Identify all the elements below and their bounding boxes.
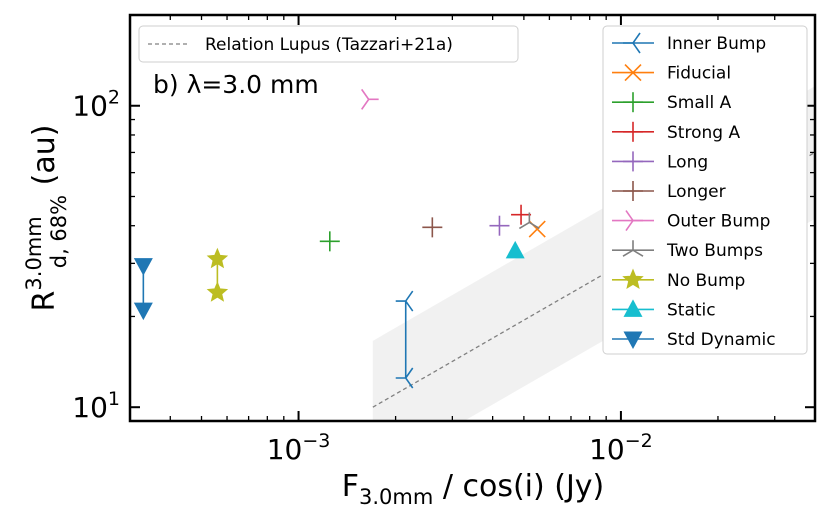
series-long-point-0 bbox=[489, 215, 510, 236]
series-no-bump-point-1-shape bbox=[206, 281, 229, 302]
series-static-point-0 bbox=[505, 240, 525, 259]
series-no-bump-point-1 bbox=[206, 281, 229, 302]
y-axis-title-sub: d, 68% bbox=[47, 195, 71, 268]
legend-relation-box bbox=[138, 25, 519, 63]
legend-entry-two-bumps-marker-path bbox=[622, 240, 644, 257]
legend-entry-long-label: Long bbox=[667, 152, 708, 172]
legend-entry-outer-bump-marker-path bbox=[625, 210, 643, 232]
legend-entry-fiducial: Fiducial bbox=[612, 64, 731, 84]
legend-entry-small-a-marker bbox=[623, 92, 643, 113]
legend-entry-strong-a-label: Strong A bbox=[667, 123, 740, 143]
legend-entry-inner-bump-marker bbox=[623, 32, 641, 54]
y-tick-label-0: 101 bbox=[72, 388, 120, 424]
x-tick-label-0: 10−3 bbox=[267, 430, 331, 466]
legend-entry-std-dynamic-marker-shape bbox=[623, 331, 643, 349]
series-two-bumps-point-0-path bbox=[518, 212, 540, 230]
axis-ticks: 10−3 10−2 101 102 bbox=[72, 14, 816, 466]
x-tick-label-1: 10−2 bbox=[589, 430, 653, 466]
legend-entry-small-a-label: Small A bbox=[667, 93, 732, 113]
legend-entry-inner-bump: Inner Bump bbox=[612, 32, 766, 54]
series-no-bump-point-0-shape bbox=[206, 247, 229, 269]
plot-frame bbox=[128, 13, 817, 423]
legend-entry-outer-bump-marker bbox=[625, 210, 643, 232]
legend-entry-longer: Longer bbox=[612, 181, 726, 202]
series-layer bbox=[133, 88, 546, 389]
legend-entry-small-a: Small A bbox=[612, 92, 732, 113]
legend-entry-inner-bump-label: Inner Bump bbox=[667, 34, 766, 54]
series-small-a-point-0 bbox=[319, 231, 340, 252]
legend-entry-strong-a: Strong A bbox=[612, 121, 740, 143]
legend-entry-longer-label: Longer bbox=[667, 182, 726, 202]
legend-entry-static-label: Static bbox=[667, 300, 716, 320]
legend-relation: Relation Lupus (Tazzari+21a) bbox=[138, 25, 519, 63]
legend-entry-fiducial-marker bbox=[624, 64, 642, 82]
series-inner-bump-point-1 bbox=[395, 367, 414, 389]
legend-entry-std-dynamic-marker bbox=[623, 331, 643, 349]
legend-series: Inner Bump Fiducial Small A Strong A Long Lon… bbox=[602, 25, 808, 355]
legend-entry-outer-bump-label: Outer Bump bbox=[667, 212, 770, 232]
series-static-point-0-shape bbox=[505, 240, 525, 259]
legend-entry-two-bumps-label: Two Bumps bbox=[666, 241, 763, 261]
y-axis-title: R3.0mmd, 68% (au) bbox=[22, 125, 71, 312]
y-axis-title-rest: (au) bbox=[27, 125, 62, 195]
legend-entry-long-marker bbox=[623, 151, 643, 172]
legend-entry-inner-bump-marker-path bbox=[623, 32, 641, 54]
legend-relation-label: Relation Lupus (Tazzari+21a) bbox=[205, 35, 453, 55]
x-axis-title-main: F bbox=[342, 469, 359, 504]
legend-entry-static-marker bbox=[623, 299, 643, 317]
series-fiducial-point-0-b bbox=[528, 220, 546, 238]
legend-entry-long: Long bbox=[612, 151, 708, 172]
series-outer-bump-point-0 bbox=[361, 88, 379, 110]
legend-entry-outer-bump: Outer Bump bbox=[612, 210, 770, 232]
series-longer-point-0 bbox=[422, 217, 443, 238]
x-axis-title-rest: / cos(i) (Jy) bbox=[433, 469, 604, 504]
legend-entry-longer-marker bbox=[623, 181, 643, 201]
series-std-dynamic-point-0 bbox=[133, 258, 153, 276]
x-axis-title: F3.0mm / cos(i) (Jy) bbox=[342, 469, 605, 509]
legend-entry-two-bumps-marker bbox=[622, 240, 644, 257]
legend-entry-two-bumps: Two Bumps bbox=[612, 240, 763, 261]
y-axis-title-sup: 3.0mm bbox=[22, 216, 46, 290]
legend-entry-fiducial-label: Fiducial bbox=[667, 64, 731, 84]
legend-entry-static-marker-shape bbox=[623, 299, 643, 317]
series-inner-bump-point-1-path bbox=[395, 367, 414, 389]
y-tick-label-1: 102 bbox=[72, 87, 120, 123]
legend-series-box bbox=[602, 25, 808, 355]
legend-entry-strong-a-marker bbox=[623, 121, 643, 142]
legend-entry-no-bump-label: No Bump bbox=[667, 271, 745, 291]
legend-entry-std-dynamic: Std Dynamic bbox=[612, 330, 776, 350]
series-inner-bump-point-0 bbox=[395, 290, 414, 312]
relation-line bbox=[372, 151, 815, 408]
series-std-dynamic-point-0-shape bbox=[133, 258, 153, 276]
legend-entry-std-dynamic-label: Std Dynamic bbox=[667, 330, 776, 350]
panel-label: b) λ=3.0 mm bbox=[153, 70, 319, 99]
series-std-dynamic-point-1-shape bbox=[133, 302, 153, 321]
legend-entry-no-bump: No Bump bbox=[612, 268, 745, 291]
legend-entry-fiducial-marker-b bbox=[624, 64, 642, 82]
svg-text:R3.0mmd, 68% (au): R3.0mmd, 68% (au) bbox=[22, 125, 71, 312]
legend-entry-static: Static bbox=[612, 299, 716, 320]
series-no-bump-point-0 bbox=[206, 247, 229, 269]
y-axis-title-main: R bbox=[27, 291, 62, 312]
x-axis-title-sub: 3.0mm bbox=[359, 485, 433, 509]
legend-entry-no-bump-marker-shape bbox=[622, 268, 644, 289]
series-strong-a-point-0 bbox=[511, 204, 532, 225]
series-outer-bump-point-0-path bbox=[361, 88, 379, 110]
series-two-bumps-point-0 bbox=[518, 212, 540, 230]
series-std-dynamic-point-1 bbox=[133, 302, 153, 321]
series-inner-bump-point-0-path bbox=[395, 290, 414, 312]
legend-entry-no-bump-marker bbox=[622, 268, 644, 289]
